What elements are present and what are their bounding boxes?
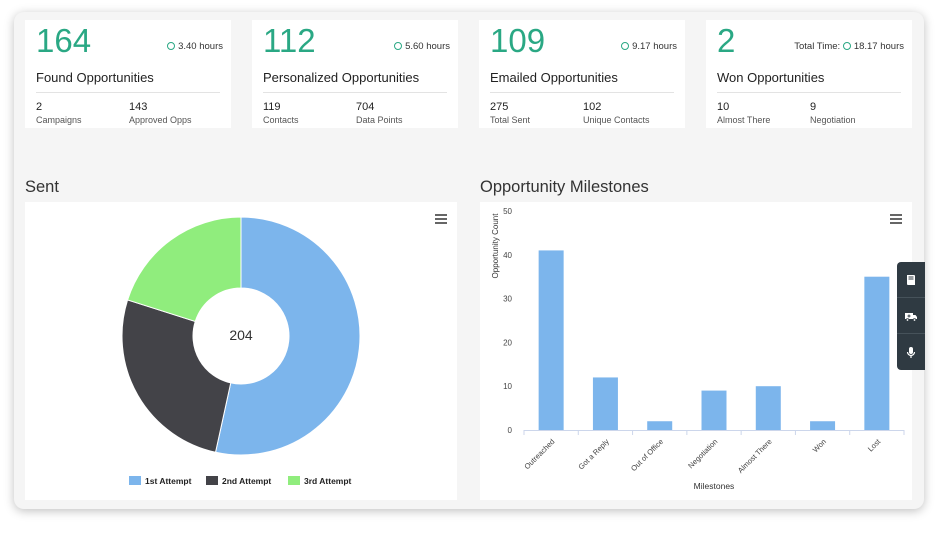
divider	[717, 92, 901, 93]
x-tick-label: Negotiation	[686, 437, 719, 470]
milestones-title: Opportunity Milestones	[480, 178, 649, 196]
stat-sub: 2 Campaigns	[36, 101, 82, 125]
bar-outreached[interactable]	[538, 250, 564, 430]
milestones-bar-chart: 0 10 20 30 40 50 Outreached Got a Reply Out of O…	[503, 207, 905, 475]
stat-value: 164	[36, 22, 92, 59]
side-toolbar	[897, 262, 925, 370]
legend-item-2nd-attempt[interactable]: 2nd Attempt	[206, 476, 271, 486]
x-tick-label: Outreached	[522, 437, 556, 471]
chart-menu-icon[interactable]	[890, 214, 902, 224]
x-tick-label: Got a Reply	[576, 437, 611, 472]
x-tick-label: Won	[811, 437, 828, 454]
donut-center-label: 204	[229, 327, 253, 343]
legend-item-3rd-attempt[interactable]: 3rd Attempt	[288, 476, 351, 486]
x-axis-title: Milestones	[694, 481, 735, 491]
stat-value: 112	[263, 22, 316, 59]
donut-slice-2nd-attempt[interactable]	[121, 299, 232, 453]
stat-label: Found Opportunities	[36, 70, 154, 85]
stat-label: Personalized Opportunities	[263, 70, 420, 85]
legend-item-1st-attempt[interactable]: 1st Attempt	[129, 476, 191, 486]
bar-got-a-reply[interactable]	[592, 377, 618, 430]
stat-value: 2	[717, 22, 736, 59]
stat-time: Total Time: 18.17 hours	[794, 41, 904, 52]
y-axis-title: Opportunity Count	[491, 213, 500, 279]
x-tick-label: Almost There	[736, 437, 774, 475]
clock-icon	[394, 42, 403, 50]
x-tick-label: Lost	[866, 436, 883, 453]
divider	[263, 92, 447, 93]
chart-menu-icon[interactable]	[435, 214, 447, 224]
clock-icon	[621, 42, 630, 50]
clock-icon	[842, 42, 851, 50]
stat-sub: 119 Contacts	[263, 101, 299, 125]
stat-label: Won Opportunities	[717, 70, 825, 85]
y-tick-label: 10	[503, 382, 512, 391]
y-tick-label: 50	[503, 207, 512, 216]
stat-sub: 704 Data Points	[356, 101, 403, 125]
y-tick-label: 20	[503, 338, 512, 347]
donut-slice-1st-attempt[interactable]	[214, 216, 361, 456]
ambulance-icon[interactable]	[897, 298, 925, 334]
bar-almost-there[interactable]	[755, 386, 781, 430]
divider	[490, 92, 674, 93]
legend-swatch	[206, 476, 218, 485]
stat-label: Emailed Opportunities	[490, 70, 618, 85]
bar-won[interactable]	[810, 421, 836, 430]
stat-sub: 10 Almost There	[717, 101, 771, 125]
stat-card-personalized: 112 5.60 hours Personalized Opportunitie…	[252, 20, 458, 128]
stat-sub: 9 Negotiation	[810, 101, 856, 125]
microphone-icon[interactable]	[897, 334, 925, 370]
bar-out-of-office[interactable]	[647, 421, 673, 430]
stat-sub: 143 Approved Opps	[129, 101, 192, 125]
x-tick-label: Out of Office	[629, 437, 665, 473]
y-tick-label: 30	[503, 295, 512, 304]
sent-title: Sent	[25, 178, 59, 196]
y-tick-label: 40	[503, 251, 512, 260]
y-tick-label: 0	[508, 426, 513, 435]
divider	[36, 92, 220, 93]
bar-lost[interactable]	[864, 276, 890, 430]
book-icon[interactable]	[897, 262, 925, 298]
stat-time: 5.60 hours	[394, 41, 450, 52]
stat-sub: 102 Unique Contacts	[583, 101, 650, 125]
stat-time: 3.40 hours	[167, 41, 223, 52]
legend-swatch	[129, 476, 141, 485]
bar-negotiation[interactable]	[701, 390, 727, 430]
donut-slice-3rd-attempt[interactable]	[126, 216, 242, 323]
stat-value: 109	[490, 22, 546, 59]
stat-card-found: 164 3.40 hours Found Opportunities 2 Camp…	[25, 20, 231, 128]
stat-sub: 275 Total Sent	[490, 101, 531, 125]
sent-donut-chart	[121, 216, 361, 456]
stat-card-emailed: 109 9.17 hours Emailed Opportunities 275…	[479, 20, 685, 128]
stat-card-won: 2 Total Time: 18.17 hours Won Opportunit…	[706, 20, 912, 128]
stat-time: 9.17 hours	[621, 41, 677, 52]
clock-icon	[167, 42, 176, 50]
legend-swatch	[288, 476, 300, 485]
